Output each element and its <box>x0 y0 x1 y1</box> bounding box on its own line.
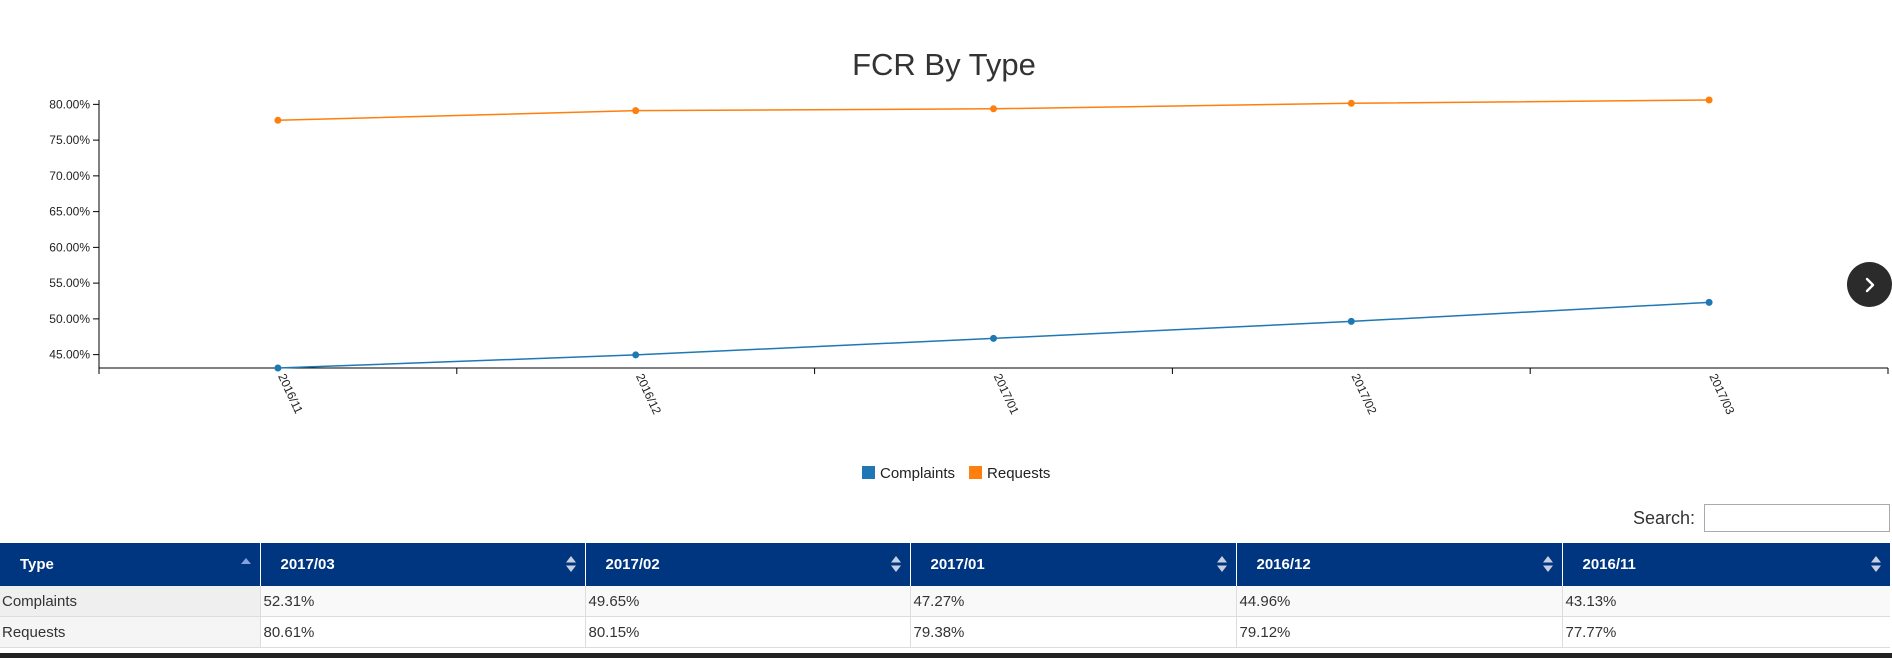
data-point-requests <box>274 116 282 124</box>
table-cell: 80.15% <box>584 616 910 648</box>
data-point-complaints <box>990 334 997 342</box>
column-header-2017-02[interactable]: 2017/02 <box>585 543 911 586</box>
table-cell: 79.12% <box>1235 616 1562 648</box>
chart-title: FCR By Type <box>852 47 1036 82</box>
table-cell: 52.31% <box>259 586 585 617</box>
table-cell: 49.65% <box>584 586 910 617</box>
sort-icon <box>890 556 901 572</box>
table-cell: 47.27% <box>909 586 1236 617</box>
column-header-label: 2016/11 <box>1582 556 1636 573</box>
data-point-complaints <box>274 364 282 372</box>
table-cell: 79.38% <box>909 616 1236 648</box>
legend-label-complaints: Complaints <box>880 465 955 482</box>
sort-icon <box>1871 556 1881 572</box>
x-tick-label: 2017/01 <box>991 371 1022 417</box>
search-area: Search: <box>1633 504 1890 532</box>
data-point-complaints <box>1705 298 1713 306</box>
sort-icon <box>1542 556 1553 572</box>
y-tick-label: 60.00% <box>49 240 90 254</box>
table-cell: Requests <box>0 616 260 648</box>
y-tick-label: 75.00% <box>49 133 90 147</box>
search-label: Search: <box>1632 507 1695 528</box>
column-header-label: Type <box>20 556 54 573</box>
table-row: Requests 80.61% 80.15% 79.38% 79.12% 77.… <box>0 616 1890 648</box>
data-point-complaints <box>1347 317 1355 325</box>
column-header-label: 2016/12 <box>1256 556 1311 573</box>
data-point-requests <box>1705 96 1713 104</box>
y-tick-label: 45.00% <box>49 348 90 362</box>
y-tick-label: 80.00% <box>49 97 90 111</box>
y-tick-label: 70.00% <box>49 169 90 183</box>
plot-area: 45.00% 50.00% 55.00% 60.00% 65.00% 70.00% 75.0… <box>49 96 1889 482</box>
column-header-type[interactable]: Type <box>0 543 261 586</box>
next-slide-button[interactable] <box>1847 262 1892 307</box>
column-header-label: 2017/01 <box>930 556 985 573</box>
x-tick-label: 2017/02 <box>1349 371 1380 417</box>
sort-icon <box>565 556 576 572</box>
table-cell: 77.77% <box>1561 616 1890 648</box>
fcr-table: Type 2017/03 2017/02 2017/01 <box>0 543 1890 648</box>
x-tick-label: 2016/11 <box>275 371 306 416</box>
y-tick-label: 55.00% <box>49 276 90 290</box>
table-cell: Complaints <box>0 586 260 617</box>
y-tick-label: 65.00% <box>49 205 90 219</box>
table-cell: 44.96% <box>1235 586 1562 617</box>
legend-label-requests: Requests <box>987 465 1050 482</box>
column-header-label: 2017/02 <box>605 556 660 573</box>
data-point-requests <box>990 105 997 113</box>
data-point-requests <box>632 107 640 115</box>
table-cell: 43.13% <box>1561 586 1890 617</box>
column-header-2017-03[interactable]: 2017/03 <box>260 543 586 586</box>
data-point-requests <box>1347 99 1355 107</box>
line-chart: FCR By Type 45.00% 50.00% 55.00% 60.00% 65.0… <box>49 47 1889 482</box>
table-header-row: Type 2017/03 2017/02 2017/01 <box>0 543 1890 586</box>
column-header-label: 2017/03 <box>280 556 335 573</box>
column-header-2016-11[interactable]: 2016/11 <box>1562 543 1890 586</box>
legend-swatch-complaints <box>862 466 875 479</box>
table-row: Complaints 52.31% 49.65% 47.27% 44.96% 4… <box>0 586 1890 617</box>
data-point-complaints <box>632 351 640 359</box>
bottom-border <box>0 653 1892 658</box>
column-header-2017-01[interactable]: 2017/01 <box>910 543 1237 586</box>
x-tick-label: 2017/03 <box>1706 371 1737 417</box>
x-tick-label: 2016/12 <box>633 371 664 417</box>
y-tick-label: 50.00% <box>49 312 90 326</box>
column-header-2016-12[interactable]: 2016/12 <box>1236 543 1563 586</box>
table-cell: 80.61% <box>259 616 585 648</box>
sort-ascending-icon <box>240 558 251 564</box>
sort-icon <box>1216 556 1227 572</box>
search-input[interactable] <box>1704 504 1890 532</box>
chevron-right-icon <box>1865 277 1874 292</box>
legend-swatch-requests <box>969 466 983 479</box>
